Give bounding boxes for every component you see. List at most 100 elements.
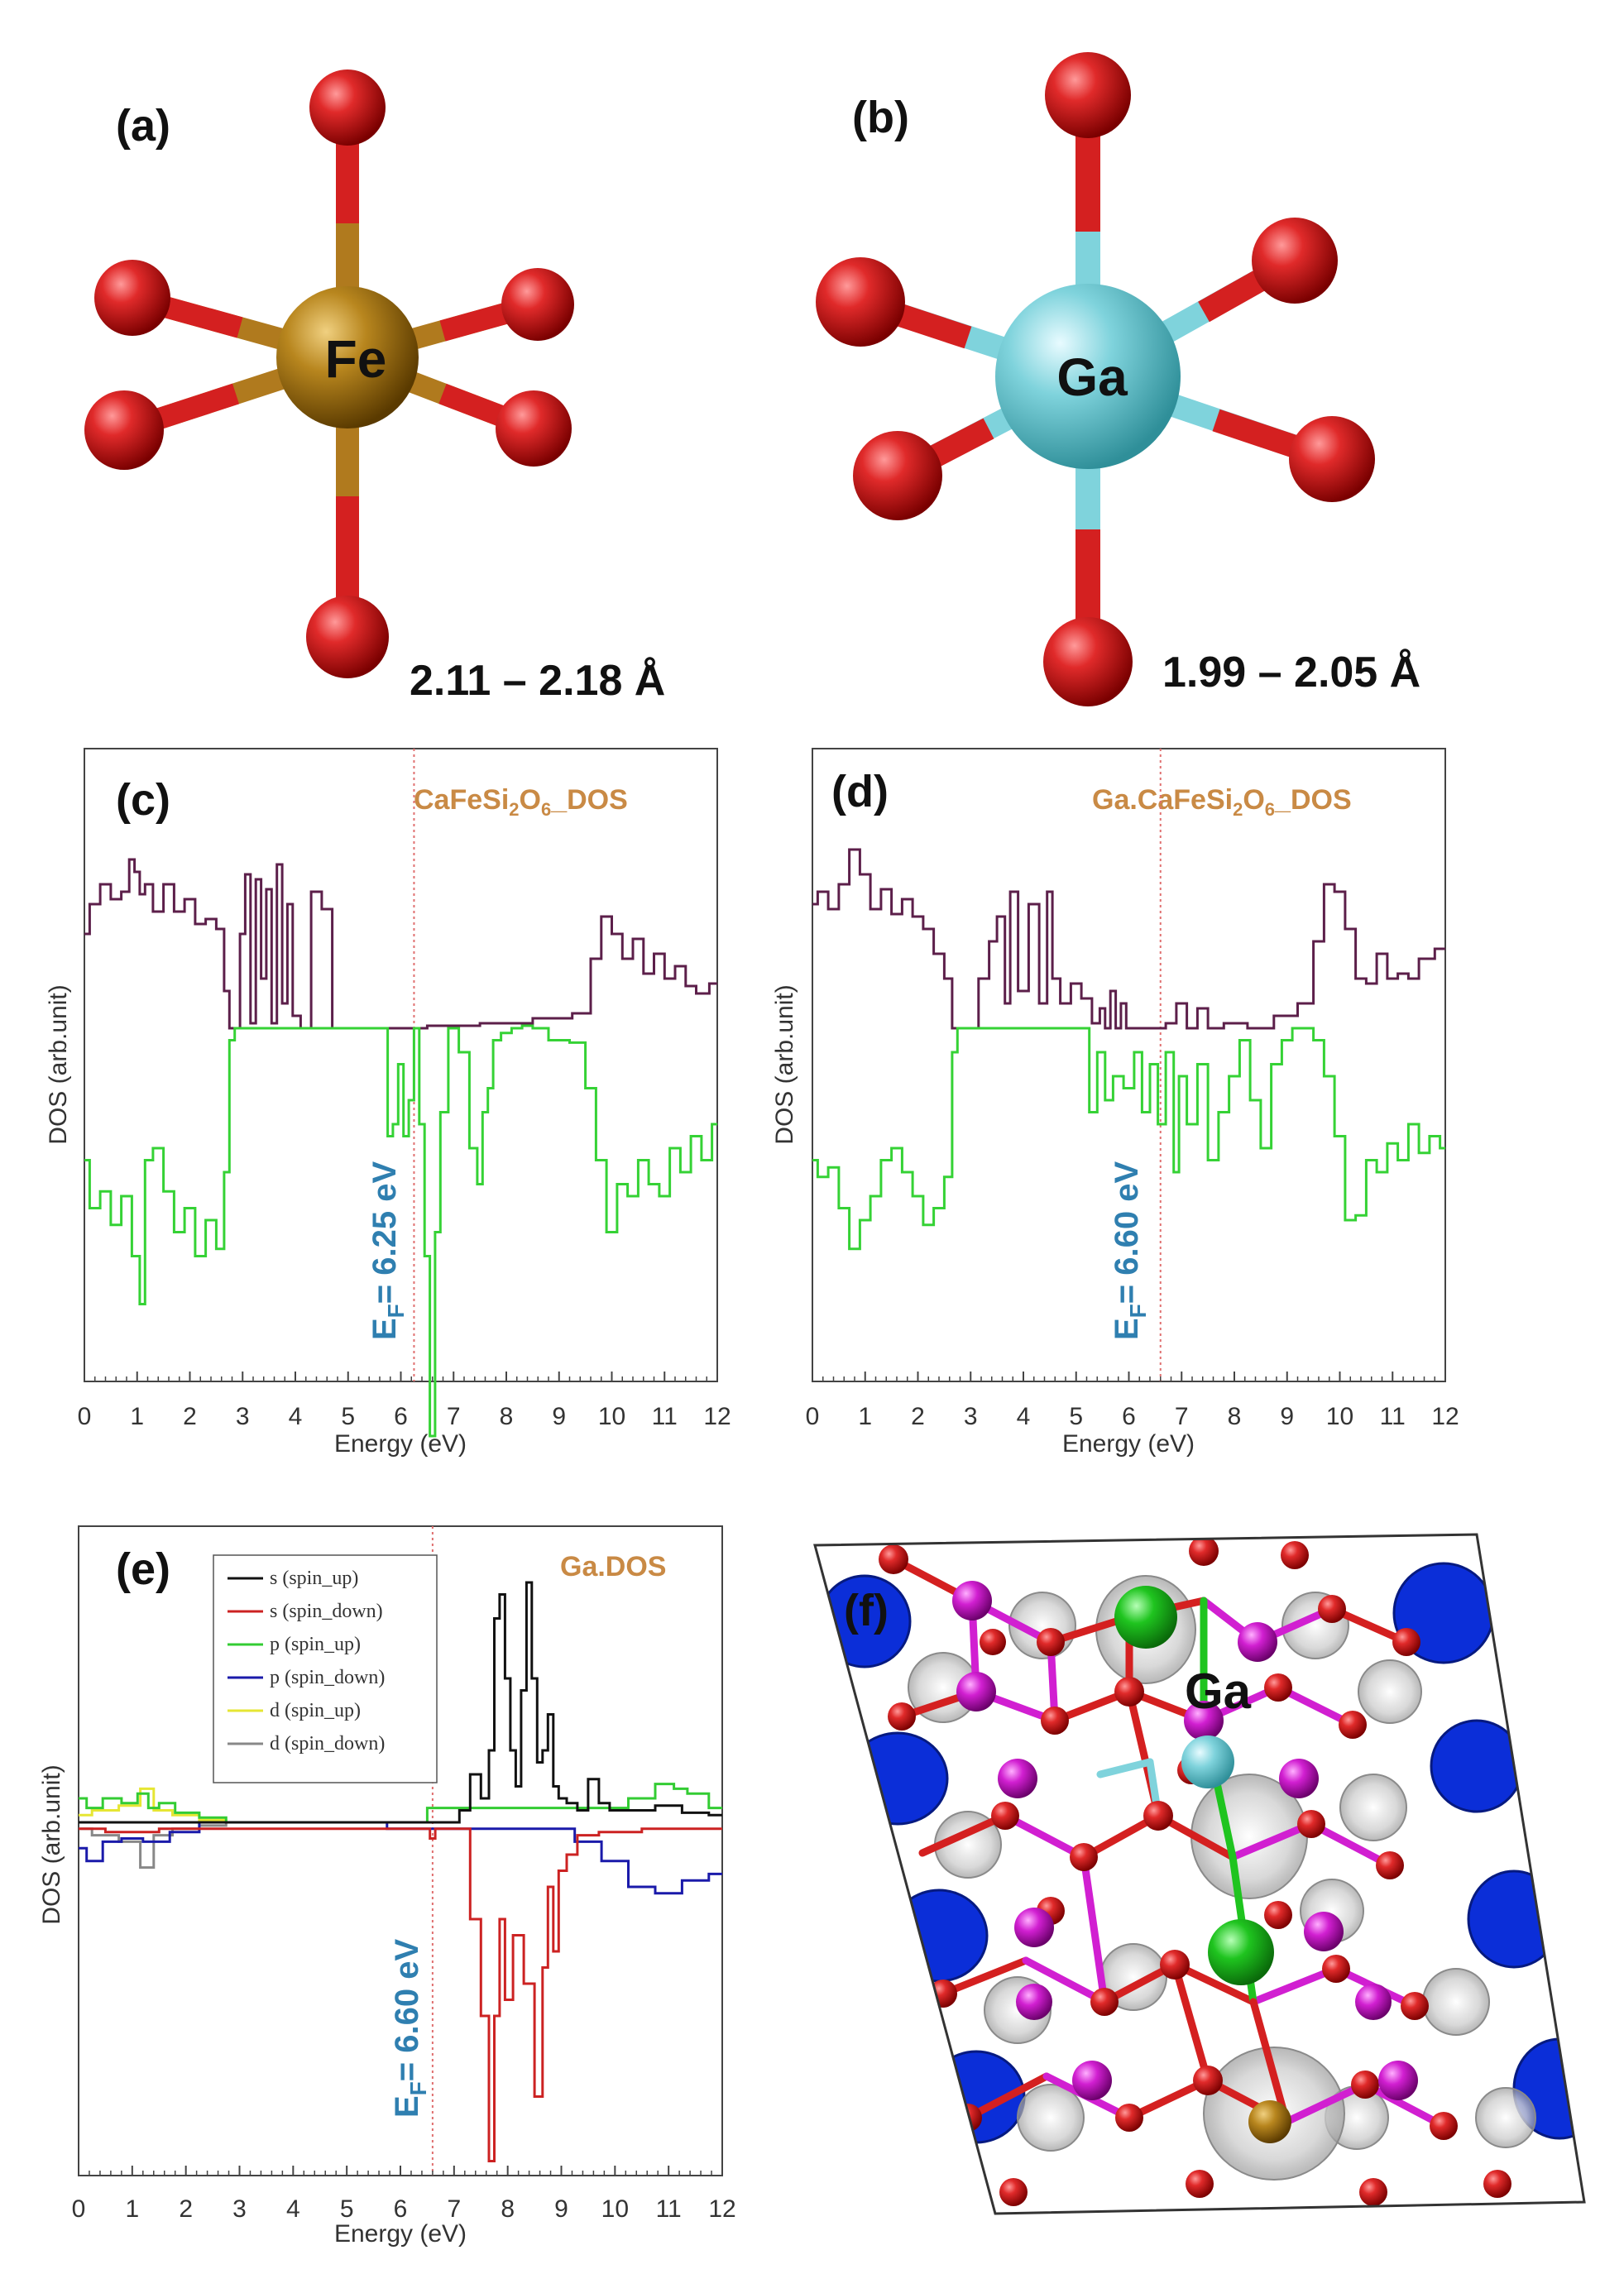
panel-e-label: (e) bbox=[116, 1544, 170, 1594]
panel-d-dos-chart: (d) Ga.CaFeSi2O6_DOS 0 1 2 3 4 5 6 7 8 9 10 11 12 En… bbox=[771, 748, 1459, 1458]
oxygen-atom bbox=[84, 390, 164, 470]
fermi-energy-label: EF= 6.25 eV bbox=[366, 1161, 409, 1340]
fe-o-bond-range: 2.11 – 2.18 Å bbox=[410, 657, 665, 705]
x-tick-label: 3 bbox=[232, 2195, 247, 2223]
p-spin-down-line bbox=[79, 1821, 722, 1895]
y-axis-title: DOS (arb.unit) bbox=[771, 984, 798, 1144]
x-tick-label: 10 bbox=[598, 1403, 625, 1430]
spin-down-dos-line bbox=[84, 1024, 717, 1438]
panel-d-title: Ga.CaFeSi2O6_DOS bbox=[1092, 784, 1352, 820]
x-tick-label: 12 bbox=[703, 1403, 731, 1430]
oxygen-atom bbox=[1045, 52, 1131, 138]
panel-c-label: (c) bbox=[116, 775, 170, 825]
x-tick-label: 7 bbox=[447, 1403, 461, 1430]
fermi-energy-label: EF= 6.60 eV bbox=[1109, 1161, 1151, 1340]
x-axis-title: Energy (eV) bbox=[1062, 1430, 1195, 1458]
oxygen-atom bbox=[306, 596, 389, 678]
s-spin-up-line bbox=[79, 1581, 722, 1824]
panel-e-title: Ga.DOS bbox=[560, 1551, 666, 1582]
x-tick-label: 7 bbox=[447, 2195, 461, 2223]
fe-atom bbox=[276, 286, 419, 428]
panel-c-title: CaFeSi2O6_DOS bbox=[414, 784, 628, 820]
s-spin-down-line bbox=[79, 1827, 722, 2162]
fermi-energy-label: EF= 6.60 eV bbox=[389, 1939, 431, 2118]
x-tick-label: 3 bbox=[236, 1403, 250, 1430]
x-tick-label: 5 bbox=[340, 2195, 354, 2223]
spin-up-dos-line bbox=[812, 848, 1445, 1030]
ga-site-label: Ga bbox=[1185, 1664, 1252, 1719]
x-tick-label: 12 bbox=[708, 2195, 735, 2223]
panel-a-fe-octahedron: (a) Fe 2.11 – 2.18 Å bbox=[84, 69, 665, 705]
x-tick-label: 8 bbox=[501, 2195, 515, 2223]
x-tick-label: 2 bbox=[911, 1403, 925, 1430]
x-tick-label: 0 bbox=[806, 1403, 820, 1430]
x-tick-label: 0 bbox=[78, 1403, 92, 1430]
ga-atom-label: Ga bbox=[1056, 347, 1128, 407]
fe-atom-label: Fe bbox=[325, 329, 387, 389]
panel-b-label: (b) bbox=[852, 93, 909, 142]
legend-entry: s (spin_down) bbox=[270, 1601, 383, 1622]
x-tick-label: 4 bbox=[286, 2195, 300, 2223]
x-tick-label: 2 bbox=[183, 1403, 197, 1430]
oxygen-atom bbox=[309, 69, 386, 146]
x-tick-label: 5 bbox=[341, 1403, 355, 1430]
y-axis-title: DOS (arb.unit) bbox=[38, 1764, 65, 1924]
x-tick-label: 6 bbox=[1122, 1403, 1136, 1430]
x-tick-label: 12 bbox=[1431, 1403, 1459, 1430]
legend: s (spin_up)s (spin_down)p (spin_up)p (sp… bbox=[213, 1554, 438, 1783]
unit-cell-outline bbox=[813, 1533, 1586, 2215]
x-tick-label: 11 bbox=[652, 1403, 678, 1430]
panel-d-label: (d) bbox=[831, 767, 889, 816]
legend-entry: s (spin_up) bbox=[270, 1568, 358, 1589]
spin-up-dos-line bbox=[84, 858, 717, 1030]
oxygen-atom bbox=[1043, 617, 1133, 706]
x-axis-ticks: 0 1 2 3 4 5 6 7 8 9 10 11 12 bbox=[78, 1372, 731, 1430]
x-tick-label: 8 bbox=[500, 1403, 514, 1430]
oxygen-atom bbox=[1252, 218, 1338, 304]
legend-entry: d (spin_down) bbox=[270, 1733, 385, 1755]
p-spin-up-line bbox=[79, 1783, 722, 1824]
panel-e-ga-pdos-chart: (e) Ga.DOS 0 1 2 3 4 5 6 7 8 9 10 11 12 Energy (eV) … bbox=[38, 1525, 736, 2248]
x-tick-label: 1 bbox=[858, 1403, 872, 1430]
silicon-atoms bbox=[952, 1581, 1418, 2100]
structure-scene bbox=[815, 1534, 1584, 2214]
d-spin-down-line bbox=[79, 1821, 240, 1869]
ga-atom bbox=[1181, 1735, 1234, 1788]
y-axis-title: DOS (arb.unit) bbox=[45, 984, 72, 1144]
d-spin-up-line bbox=[79, 1787, 240, 1824]
pdos-lines bbox=[79, 1581, 722, 2162]
legend-entry: d (spin_up) bbox=[270, 1700, 361, 1721]
x-tick-label: 10 bbox=[601, 2195, 629, 2223]
oxygen-atom bbox=[853, 431, 942, 520]
x-tick-label: 7 bbox=[1175, 1403, 1189, 1430]
panel-f-label: (f) bbox=[844, 1586, 889, 1635]
legend-entry: p (spin_down) bbox=[270, 1667, 385, 1688]
x-tick-label: 11 bbox=[1380, 1403, 1406, 1430]
x-tick-label: 9 bbox=[552, 1403, 566, 1430]
x-tick-label: 11 bbox=[656, 2195, 682, 2223]
x-axis-ticks: 0 1 2 3 4 5 6 7 8 9 10 11 12 bbox=[72, 2166, 736, 2223]
x-tick-label: 6 bbox=[394, 1403, 408, 1430]
x-tick-label: 1 bbox=[130, 1403, 144, 1430]
x-tick-label: 9 bbox=[1280, 1403, 1294, 1430]
ga-atom bbox=[995, 284, 1181, 469]
x-tick-label: 4 bbox=[289, 1403, 303, 1430]
calcium-atom bbox=[1208, 1919, 1274, 1985]
x-tick-label: 0 bbox=[72, 2195, 86, 2223]
x-tick-label: 1 bbox=[125, 2195, 139, 2223]
oxygen-atom bbox=[501, 268, 574, 341]
panel-a-label: (a) bbox=[116, 101, 170, 151]
x-axis-title: Energy (eV) bbox=[334, 1430, 467, 1458]
x-tick-label: 8 bbox=[1228, 1403, 1242, 1430]
panel-f-crystal-structure: (f) Ga bbox=[813, 1533, 1586, 2215]
panel-b-ga-octahedron: (b) Ga 1.99 – 2.05 Å bbox=[816, 52, 1420, 706]
x-tick-label: 2 bbox=[179, 2195, 193, 2223]
x-tick-label: 9 bbox=[554, 2195, 568, 2223]
x-tick-label: 10 bbox=[1326, 1403, 1353, 1430]
oxygen-atom bbox=[816, 257, 905, 347]
x-axis-title: Energy (eV) bbox=[334, 2220, 467, 2248]
oxygen-atom bbox=[496, 390, 572, 467]
panel-c-dos-chart: (c) CaFeSi2O6_DOS 0 1 2 3 4 5 6 7 8 9 10 11 12 Energ… bbox=[45, 748, 731, 1458]
x-tick-label: 3 bbox=[964, 1403, 978, 1430]
